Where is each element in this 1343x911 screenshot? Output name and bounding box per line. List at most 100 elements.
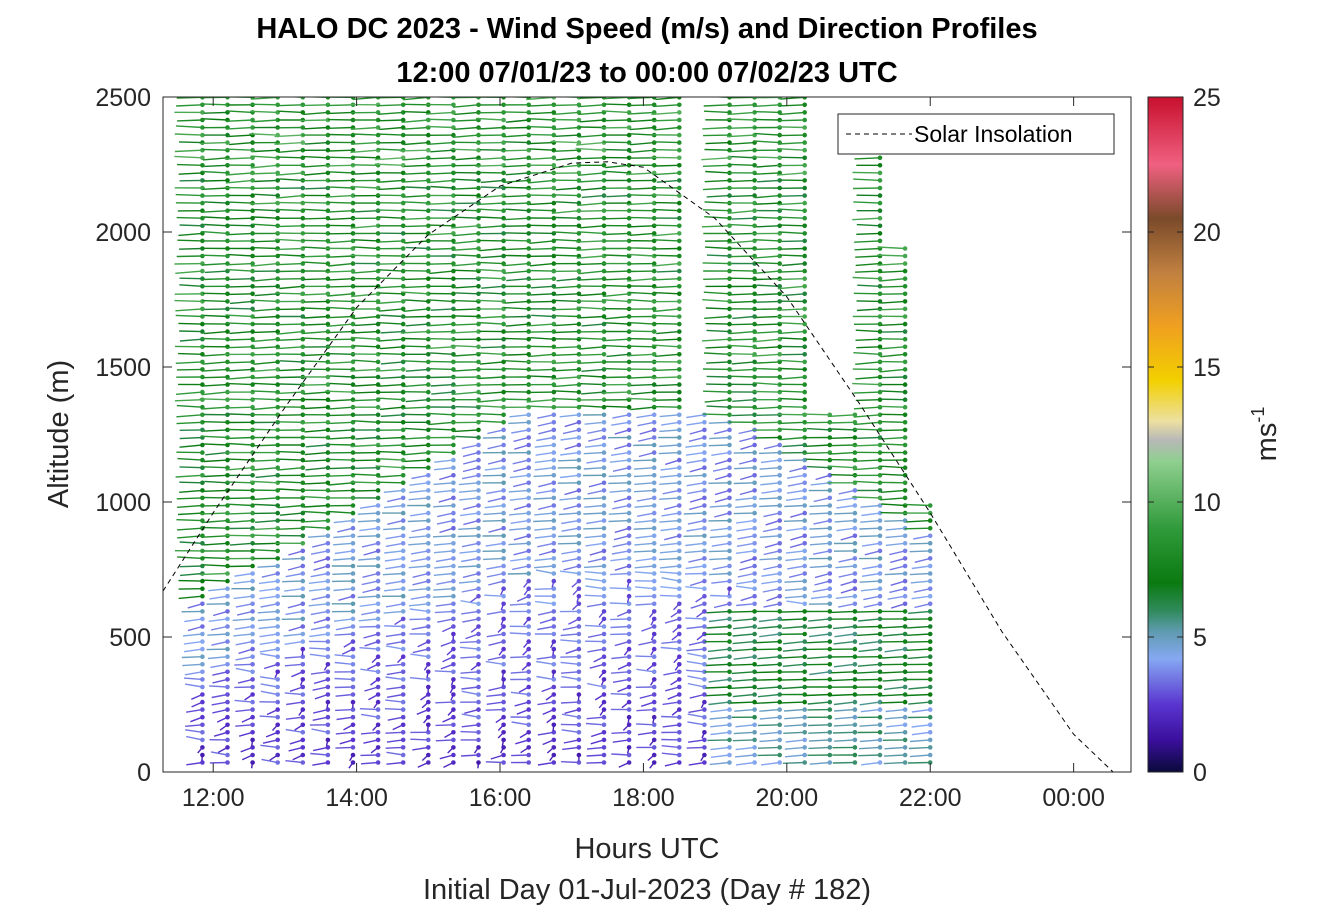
wind-barb-point bbox=[501, 465, 506, 471]
wind-barb-point bbox=[802, 306, 807, 312]
wind-barb bbox=[586, 603, 605, 608]
wind-barb-point bbox=[601, 495, 607, 501]
wind-barb-point bbox=[400, 677, 406, 682]
wind-barb-point bbox=[551, 336, 557, 342]
wind-barb-point bbox=[752, 707, 757, 712]
wind-barb bbox=[658, 557, 680, 561]
wind-barb-point bbox=[677, 306, 682, 312]
x-tick-label: 18:00 bbox=[612, 784, 675, 812]
wind-barb bbox=[329, 467, 354, 470]
wind-barb bbox=[537, 610, 554, 616]
wind-barb bbox=[353, 420, 379, 423]
wind-barb bbox=[460, 730, 479, 733]
wind-barb-point bbox=[702, 692, 707, 697]
wind-barb-point bbox=[275, 593, 281, 599]
wind-barb-point bbox=[551, 518, 557, 523]
wind-barb bbox=[536, 660, 554, 665]
wind-barb-point bbox=[727, 730, 732, 735]
wind-barb-point bbox=[426, 473, 431, 478]
wind-barb bbox=[603, 376, 630, 379]
wind-barb bbox=[526, 194, 554, 197]
wind-barb bbox=[376, 104, 404, 107]
wind-barb-point bbox=[852, 601, 858, 607]
wind-barb bbox=[300, 495, 328, 499]
wind-barb bbox=[201, 148, 228, 151]
wind-barb-point bbox=[476, 616, 481, 622]
wind-barb bbox=[755, 202, 780, 205]
wind-barb-point bbox=[426, 533, 431, 539]
wind-barb-point bbox=[727, 495, 732, 501]
wind-barb-point bbox=[777, 374, 782, 380]
wind-barb-point bbox=[576, 533, 582, 539]
wind-barb-point bbox=[877, 578, 883, 584]
wind-barb-point bbox=[526, 291, 531, 297]
wind-barb-point bbox=[576, 646, 582, 652]
wind-barb-point bbox=[752, 639, 757, 644]
wind-barb bbox=[430, 185, 454, 189]
wind-barb bbox=[708, 482, 730, 484]
wind-barb bbox=[484, 504, 504, 509]
wind-barb bbox=[276, 278, 303, 280]
wind-barb-point bbox=[727, 578, 732, 584]
wind-barb bbox=[478, 225, 504, 229]
wind-barb-point bbox=[501, 97, 506, 100]
wind-barb-point bbox=[902, 684, 908, 690]
wind-barb-point bbox=[727, 699, 732, 705]
wind-barb-point bbox=[752, 321, 757, 327]
wind-barb bbox=[480, 255, 504, 259]
wind-barb bbox=[378, 292, 404, 295]
wind-barb bbox=[379, 126, 404, 131]
wind-barb bbox=[633, 474, 655, 478]
wind-barb bbox=[814, 572, 830, 579]
wind-barb bbox=[835, 565, 855, 569]
wind-barb bbox=[655, 338, 680, 341]
wind-barb-point bbox=[827, 692, 833, 697]
wind-barb-point bbox=[576, 185, 582, 191]
wind-barb bbox=[578, 157, 605, 160]
wind-barb-point bbox=[350, 488, 356, 493]
wind-barb bbox=[460, 512, 479, 517]
wind-barb bbox=[479, 391, 504, 395]
wind-barb bbox=[287, 603, 303, 609]
wind-barb-point bbox=[702, 488, 707, 493]
solar-insolation-line bbox=[163, 161, 1131, 772]
wind-barb bbox=[714, 459, 730, 465]
wind-barb-point bbox=[250, 563, 255, 569]
wind-barb-point bbox=[451, 473, 456, 478]
wind-barb bbox=[752, 247, 780, 251]
wind-barb-point bbox=[902, 760, 908, 765]
wind-barb-point bbox=[752, 442, 757, 448]
wind-barb-point bbox=[451, 563, 456, 569]
wind-barb bbox=[229, 368, 253, 372]
wind-barb-point bbox=[350, 548, 356, 554]
wind-barb bbox=[785, 557, 805, 562]
wind-barb bbox=[228, 497, 253, 500]
wind-barb-point bbox=[651, 465, 657, 471]
wind-barb bbox=[855, 693, 881, 696]
wind-barb bbox=[179, 338, 203, 342]
wind-barb-point bbox=[375, 593, 381, 599]
wind-barb bbox=[703, 291, 730, 295]
wind-barb bbox=[276, 104, 303, 107]
wind-barb-point bbox=[551, 473, 557, 478]
wind-barb-point bbox=[225, 548, 230, 554]
wind-barb bbox=[434, 610, 454, 614]
wind-barb-point bbox=[526, 208, 531, 213]
wind-barb-point bbox=[225, 571, 230, 576]
wind-barb bbox=[887, 595, 906, 600]
wind-barb-point bbox=[250, 238, 255, 244]
wind-barb bbox=[201, 170, 228, 174]
wind-barb-point bbox=[902, 495, 908, 501]
wind-barb-point bbox=[225, 609, 230, 614]
wind-barb-point bbox=[501, 692, 506, 697]
wind-barb bbox=[790, 535, 805, 541]
wind-barb-point bbox=[476, 646, 481, 652]
wind-barb bbox=[286, 701, 303, 706]
wind-barb bbox=[756, 164, 780, 168]
wind-barb bbox=[459, 646, 479, 650]
wind-barb-point bbox=[501, 639, 506, 644]
wind-barb-point bbox=[626, 389, 632, 395]
wind-barb bbox=[229, 307, 253, 310]
wind-barb bbox=[603, 344, 630, 348]
wind-barb-point bbox=[802, 200, 807, 206]
